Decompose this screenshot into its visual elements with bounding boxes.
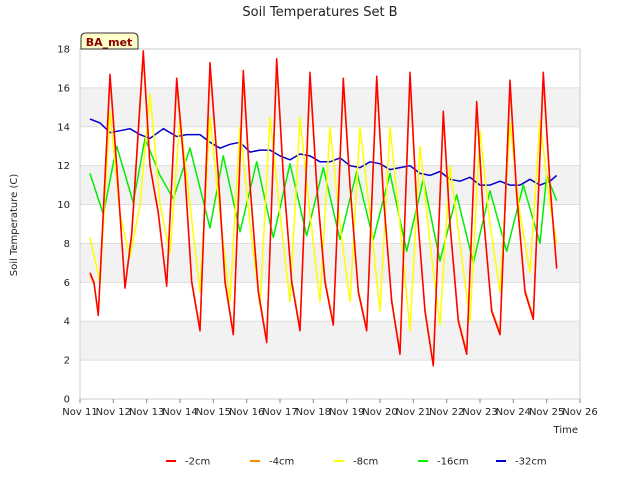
x-tick-label: Nov 25 [529, 407, 564, 418]
x-tick-label: Nov 13 [129, 407, 164, 418]
grid-band [80, 321, 580, 361]
y-tick-label: 10 [57, 200, 70, 211]
x-tick-label: Nov 11 [62, 407, 97, 418]
plot-frame [79, 48, 581, 400]
series-line-2cm [89, 50, 558, 367]
x-tick-label: Nov 18 [296, 407, 331, 418]
x-tick-label: Nov 12 [96, 407, 131, 418]
legend-label: -16cm [437, 457, 469, 468]
y-tick-label: 18 [57, 45, 70, 56]
chart-title: Soil Temperatures Set B [242, 5, 397, 20]
y-tick-label: 6 [64, 278, 70, 289]
series-line-32cm [89, 118, 558, 186]
x-tick-label: Nov 23 [462, 407, 497, 418]
x-tick-label: Nov 26 [562, 407, 597, 418]
x-tick-label: Nov 14 [162, 407, 197, 418]
station-badge: BA_met [80, 32, 139, 50]
legend-label: -4cm [269, 457, 294, 468]
y-tick-label: 2 [64, 356, 70, 367]
x-tick-label: Nov 21 [396, 407, 431, 418]
grid-band [80, 87, 580, 127]
y-tick-label: 8 [64, 239, 70, 250]
y-tick-label: 0 [64, 395, 70, 406]
legend-label: -32cm [515, 457, 547, 468]
y-tick-label: 12 [57, 161, 70, 172]
grid-bands [80, 87, 580, 361]
y-axis-label: Soil Temperature (C) [9, 174, 20, 277]
series-layer [89, 50, 558, 367]
y-axis-ticks: 0 2 4 6 8 10 12 14 16 18 [57, 45, 70, 406]
x-tick-label: Nov 19 [329, 407, 364, 418]
y-tick-label: 16 [57, 83, 70, 94]
x-tick-label: Nov 24 [496, 407, 531, 418]
x-tick-label: Nov 22 [429, 407, 464, 418]
x-tick-label: Nov 20 [362, 407, 397, 418]
y-tick-label: 4 [64, 317, 70, 328]
x-tick-label: Nov 17 [262, 407, 297, 418]
series-line-16cm [89, 137, 558, 264]
x-axis-label: Time [553, 425, 578, 436]
x-tick-label: Nov 16 [229, 407, 264, 418]
y-tick-label: 14 [57, 122, 70, 133]
legend: -2cm -4cm -8cm -16cm -32cm [166, 457, 547, 468]
legend-label: -8cm [353, 457, 378, 468]
x-tick-label: Nov 15 [196, 407, 231, 418]
grid-band [80, 243, 580, 283]
legend-label: -2cm [185, 457, 210, 468]
svg-text:BA_met: BA_met [86, 36, 133, 49]
